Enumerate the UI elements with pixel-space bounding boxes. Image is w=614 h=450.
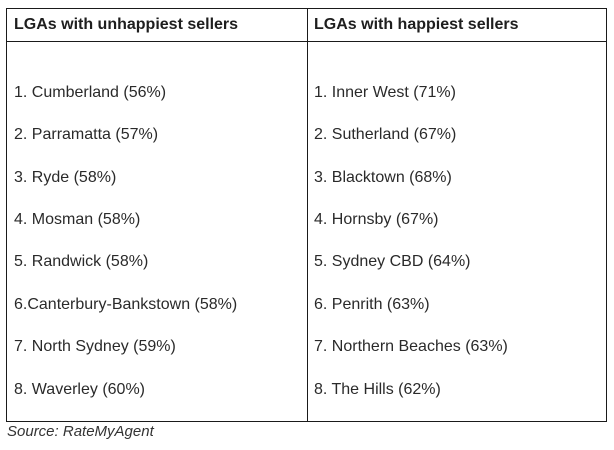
list-item: 5. Randwick (58%) bbox=[14, 253, 149, 270]
list-item: 2. Sutherland (67%) bbox=[314, 126, 457, 143]
list-item: 1. Inner West (71%) bbox=[314, 84, 456, 101]
list-item: 5. Sydney CBD (64%) bbox=[314, 253, 471, 270]
header-unhappiest-sellers: LGAs with unhappiest sellers bbox=[14, 16, 239, 33]
column-divider bbox=[307, 9, 308, 421]
list-item: 7. North Sydney (59%) bbox=[14, 338, 176, 355]
list-item: 4. Mosman (58%) bbox=[14, 211, 141, 228]
list-item: 6.Canterbury-Bankstown (58%) bbox=[14, 296, 238, 313]
list-item: 3. Ryde (58%) bbox=[14, 169, 117, 186]
list-item: 4. Hornsby (67%) bbox=[314, 211, 439, 228]
list-item: 7. Northern Beaches (63%) bbox=[314, 338, 508, 355]
list-item: 8. Waverley (60%) bbox=[14, 381, 145, 398]
list-item: 8. The Hills (62%) bbox=[314, 381, 441, 398]
list-item: 1. Cumberland (56%) bbox=[14, 84, 167, 101]
list-item: 6. Penrith (63%) bbox=[314, 296, 430, 313]
lga-sellers-table: LGAs with unhappiest sellers LGAs with h… bbox=[6, 8, 607, 422]
source-note: Source: RateMyAgent bbox=[7, 423, 154, 440]
table-header-row: LGAs with unhappiest sellers LGAs with h… bbox=[7, 9, 606, 42]
header-happiest-sellers: LGAs with happiest sellers bbox=[314, 16, 519, 33]
list-item: 2. Parramatta (57%) bbox=[14, 126, 159, 143]
list-item: 3. Blacktown (68%) bbox=[314, 169, 452, 186]
